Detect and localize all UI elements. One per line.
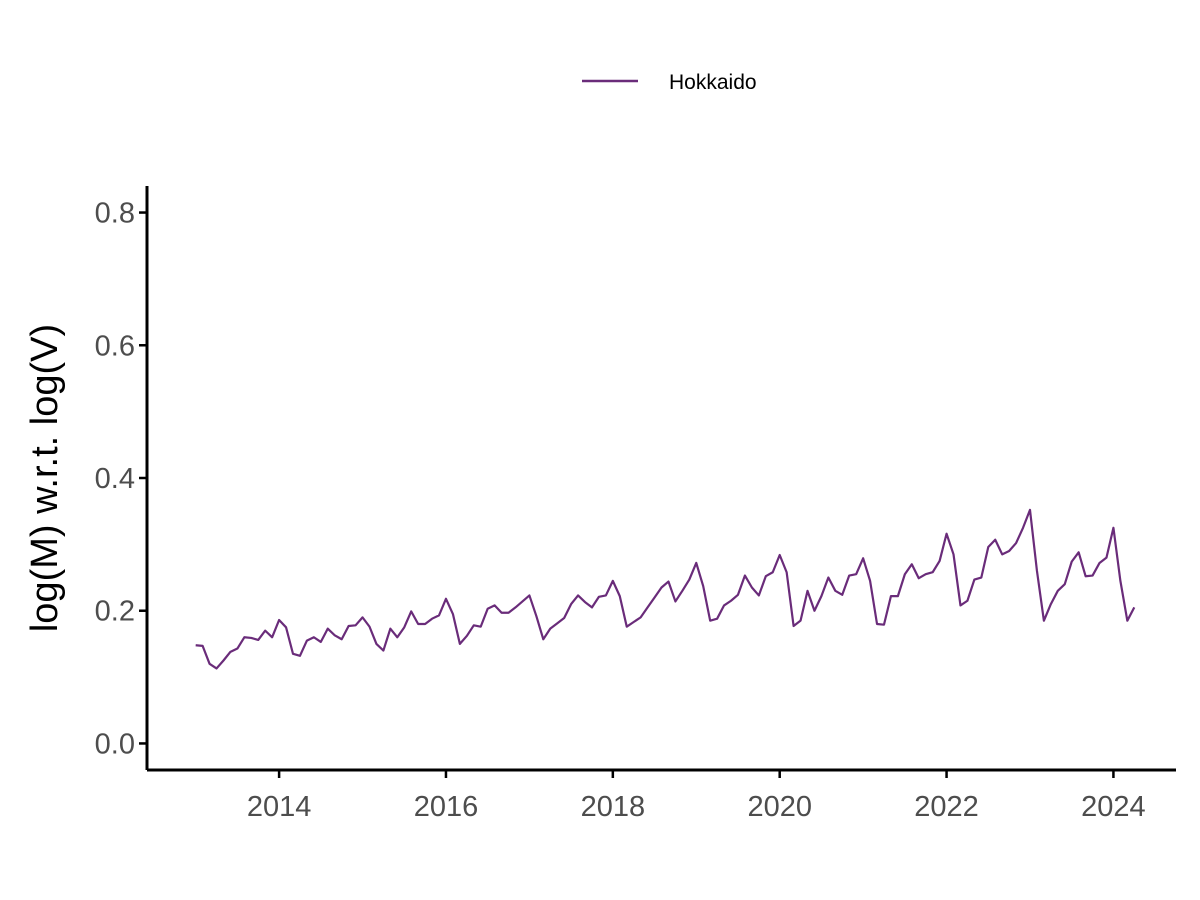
legend-label-hokkaido: Hokkaido (669, 71, 757, 94)
x-tick-label: 2022 (914, 791, 979, 823)
legend: Hokkaido (582, 71, 757, 94)
x-axis: 2014 2016 2018 2020 2022 2024 (147, 768, 1176, 823)
y-axis: 0.0 0.2 0.4 0.6 0.8 (95, 186, 149, 770)
y-tick-label: 0.6 (95, 330, 135, 362)
x-tick-label: 2014 (247, 791, 312, 823)
x-tick-label: 2016 (414, 791, 479, 823)
y-axis-title: log(M) w.r.t. log(V) (24, 324, 66, 632)
x-tick-label: 2020 (747, 791, 812, 823)
x-tick-label: 2018 (581, 791, 646, 823)
y-tick-label: 0.2 (95, 596, 135, 628)
y-tick-label: 0.4 (95, 463, 135, 495)
series-line-hokkaido (195, 508, 1136, 670)
y-tick-label: 0.8 (95, 198, 135, 230)
plot-area (195, 508, 1136, 670)
x-tick-label: 2024 (1081, 791, 1146, 823)
y-tick-label: 0.0 (95, 728, 135, 760)
